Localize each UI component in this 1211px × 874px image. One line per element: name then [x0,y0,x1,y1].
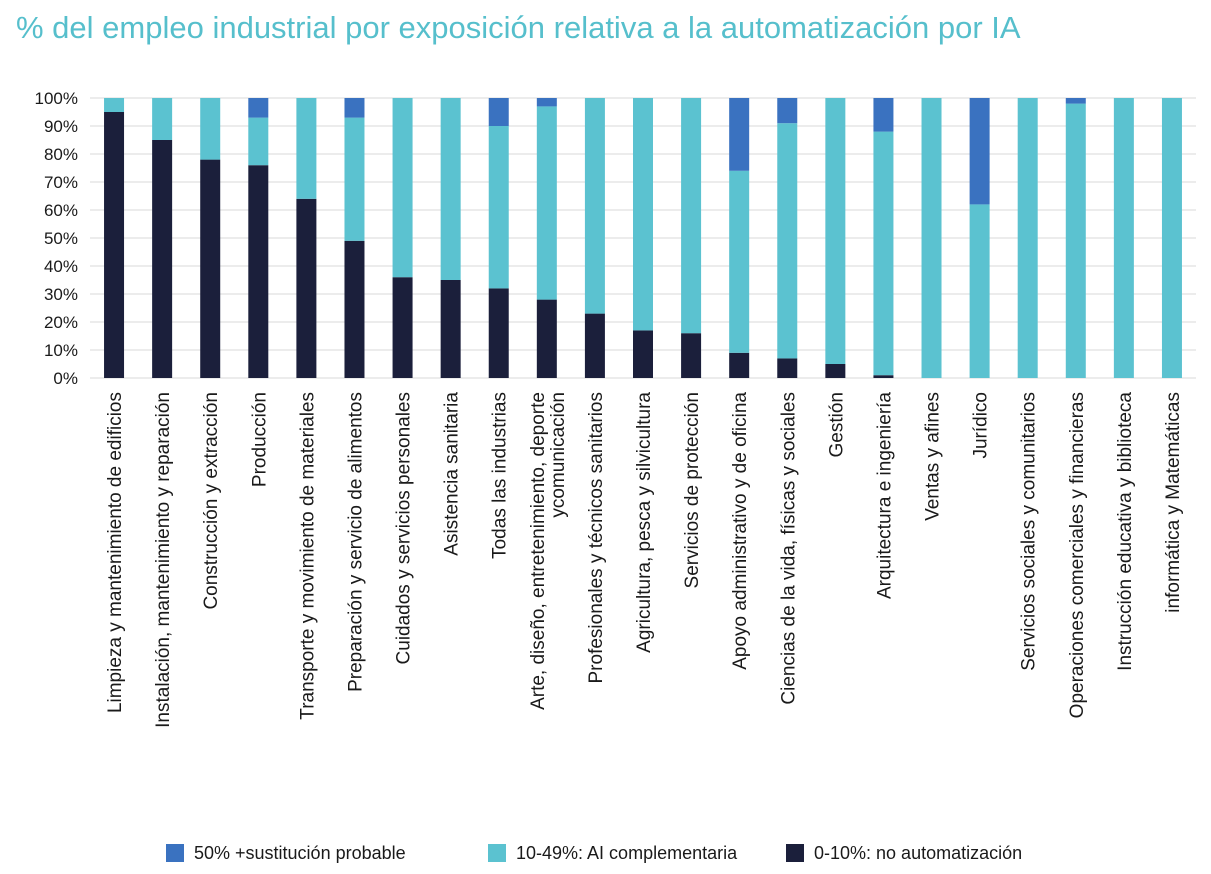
x-tick-label: Servicios de protección [682,392,703,588]
bar-segment-series-0-cat-6 [392,277,413,378]
x-tick-label: Agricultura, pesca y silvicultura [634,392,655,653]
y-tick-label: 70% [44,173,78,192]
bar-segment-series-1-cat-11 [633,98,653,331]
y-tick-label: 0% [53,369,78,388]
bar-segment-series-2-cat-20 [1065,98,1086,104]
y-tick-label: 40% [44,257,78,276]
bar-segment-series-1-cat-9 [536,106,557,300]
x-tick-label: Limpieza y mantenimiento de edificios [105,392,126,713]
legend-swatch [786,844,804,862]
bar-segment-series-2-cat-5 [344,98,365,118]
legend-label: 50% +sustitución probable [194,843,406,863]
chart-title: % del empleo industrial por exposición r… [16,10,1021,45]
bar-segment-series-0-cat-14 [777,358,798,378]
bar-segment-series-2-cat-8 [488,98,509,126]
bar-segment-series-2-cat-13 [729,98,750,171]
y-tick-label: 50% [44,229,78,248]
y-axis: 0% 10% 20% 30% 40% 50% 60% 70% 80% 90% 100% [35,89,78,388]
bar-segment-series-1-cat-12 [681,98,702,334]
y-tick-label: 10% [44,341,78,360]
bar-segment-series-1-cat-19 [1017,98,1038,378]
bar-segment-series-1-cat-21 [1113,98,1134,378]
x-tick-label: Arquitectura e ingeniería [874,392,895,599]
bar-segment-series-1-cat-0 [104,98,125,112]
bar-segment-series-1-cat-10 [584,98,605,314]
bar-segment-series-0-cat-3 [248,165,269,378]
bar-segment-series-0-cat-1 [152,140,173,378]
x-tick-label: Construcción y extracción [201,392,222,610]
bar-segment-series-1-cat-18 [969,204,990,378]
bar-segment-series-0-cat-13 [729,352,750,378]
bar-segment-series-1-cat-13 [729,170,750,353]
y-tick-label: 90% [44,117,78,136]
bar-segment-series-0-cat-7 [440,280,461,378]
x-tick-label: Instrucción educativa y biblioteca [1115,392,1136,671]
bar-segment-series-2-cat-9 [536,98,557,107]
bar-segment-series-1-cat-4 [296,98,317,199]
bar-segment-series-1-cat-3 [248,117,269,166]
x-tick-label: Profesionales y técnicos sanitarios [586,392,607,683]
y-tick-label: 20% [44,313,78,332]
bar-segment-series-1-cat-8 [488,126,509,289]
bar-segment-series-2-cat-14 [777,98,798,124]
bar-segment-series-0-cat-2 [200,159,221,378]
bar-segment-series-1-cat-5 [344,117,365,241]
bar-segment-series-0-cat-10 [584,313,605,378]
x-tick-label: Cuidados y servicios personales [394,392,415,664]
x-axis-labels: Limpieza y mantenimiento de edificios Ins… [105,392,1184,728]
bar-segment-series-0-cat-12 [681,333,702,378]
legend: 50% +sustitución probable 10-49%: AI comp… [166,843,1022,863]
bar-segment-series-0-cat-11 [633,330,653,378]
bar-segment-series-0-cat-9 [536,299,557,378]
x-tick-label: Producción [249,392,270,487]
bars [104,98,1182,378]
legend-label: 0-10%: no automatización [814,843,1022,863]
y-tick-label: 60% [44,201,78,220]
bar-segment-series-1-cat-1 [152,98,173,140]
x-tick-label: Arte, diseño, entretenimiento, deporte [528,392,549,710]
bar-segment-series-1-cat-14 [777,123,798,359]
x-tick-label: Apoyo administrativo y de oficina [730,392,751,670]
x-tick-label: Operaciones comerciales y financieras [1067,392,1088,718]
x-tick-label: Gestión [826,392,847,457]
bar-segment-series-1-cat-17 [921,98,942,378]
x-tick-label: Ventas y afines [923,392,944,521]
x-tick-label: ycomunicación [548,392,569,518]
bar-segment-series-1-cat-16 [873,131,894,376]
bar-segment-series-1-cat-20 [1065,103,1086,378]
bar-segment-series-1-cat-15 [825,98,846,364]
x-tick-label: Transporte y movimiento de materiales [297,392,318,720]
bar-segment-series-1-cat-22 [1161,98,1182,378]
x-tick-label: Todas las industrias [490,392,511,559]
legend-swatch [166,844,184,862]
bar-segment-series-2-cat-16 [873,98,894,132]
x-tick-label: Preparación y servicio de alimentos [345,392,366,692]
legend-swatch [488,844,506,862]
legend-label: 10-49%: AI complementaria [516,843,738,863]
bar-segment-series-0-cat-8 [488,288,509,378]
x-tick-label: Jurídico [971,392,992,459]
bar-segment-series-0-cat-0 [104,112,125,378]
bar-segment-series-1-cat-6 [392,98,413,278]
x-tick-label: informática y Matemáticas [1163,392,1184,613]
bar-segment-series-2-cat-18 [969,98,990,205]
y-tick-label: 80% [44,145,78,164]
x-tick-label: Servicios sociales y comunitarios [1019,392,1040,671]
bar-segment-series-1-cat-7 [440,98,461,280]
bar-segment-series-0-cat-4 [296,198,317,378]
bar-segment-series-1-cat-2 [200,98,221,160]
x-tick-label: Instalación, mantenimiento y reparación [153,392,174,728]
bar-segment-series-0-cat-5 [344,240,365,378]
bar-segment-series-2-cat-3 [248,98,269,118]
x-tick-label: Ciencias de la vida, físicas y sociales [778,392,799,705]
x-tick-label: Asistencia sanitaria [442,392,463,556]
y-tick-label: 30% [44,285,78,304]
y-tick-label: 100% [35,89,78,108]
bar-segment-series-0-cat-15 [825,364,846,378]
bar-segment-series-0-cat-16 [873,375,894,378]
